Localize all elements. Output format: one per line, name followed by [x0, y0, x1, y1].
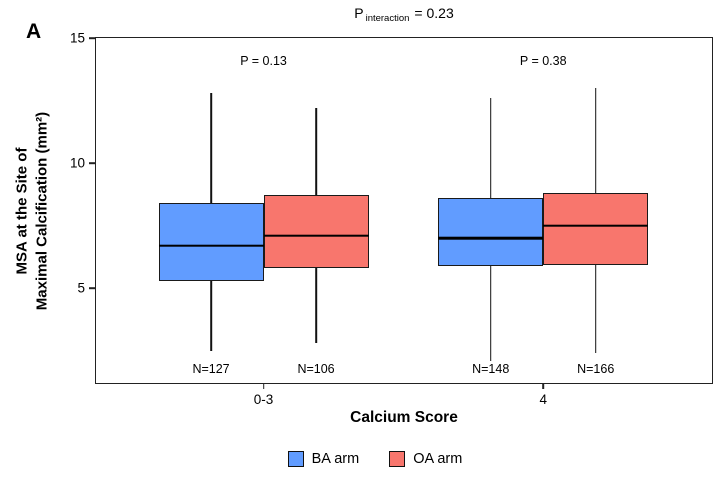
y-axis-title-line2: Maximal Calcification (mm²) [33, 111, 50, 310]
legend-item-ba-arm: BA arm [287, 451, 360, 467]
median-line [438, 236, 544, 240]
y-axis-tick [89, 287, 96, 289]
title-subscript: interaction [365, 13, 410, 24]
title-p: P [354, 5, 364, 21]
boxplot-ba-arm: N=148 [438, 38, 544, 383]
median-line [543, 224, 649, 227]
p-value-label: P = 0.13 [240, 54, 287, 68]
boxplot-oa-arm: N=166 [543, 38, 649, 383]
iqr-box [438, 198, 544, 266]
median-line [263, 234, 369, 237]
boxplot-group: N=127 N=106 P = 0.13 0-3 [158, 38, 369, 407]
title-value: = 0.23 [414, 5, 454, 21]
legend: BA arm OA arm [0, 451, 722, 467]
iqr-box [543, 193, 649, 266]
x-axis-category-label: 4 [539, 392, 547, 407]
n-count-label: N=148 [472, 362, 510, 376]
plot-area: 15 10 5 N=127 N=106 P = 0.13 0-3 N=148 N=166 P = … [70, 31, 713, 407]
y-axis-tick [89, 37, 96, 39]
iqr-box [263, 195, 369, 268]
legend-item-oa-arm: OA arm [389, 451, 462, 467]
boxplot-ba-arm: N=127 [158, 38, 264, 383]
n-count-label: N=106 [297, 362, 335, 376]
legend-swatch-oa-arm [389, 451, 406, 467]
n-count-label: N=127 [192, 362, 230, 376]
y-axis-tick-label: 15 [69, 30, 85, 46]
x-axis-category-label: 0-3 [253, 392, 274, 407]
boxplot-oa-arm: N=106 [263, 38, 369, 383]
legend-swatch-ba-arm [287, 451, 304, 467]
x-axis-tick [542, 383, 544, 389]
panel-label: A [26, 20, 42, 43]
y-axis-tick [89, 162, 96, 164]
legend-label-oa-arm: OA arm [413, 451, 463, 467]
x-axis-tick [262, 383, 265, 389]
median-line [158, 244, 264, 247]
y-axis-tick-label: 5 [77, 280, 85, 296]
y-axis-title-line1: MSA at the Site of [13, 147, 31, 274]
y-axis-tick-label: 10 [69, 155, 85, 171]
legend-label-ba-arm: BA arm [311, 451, 360, 467]
boxplot-group: N=148 N=166 P = 0.38 4 [438, 38, 649, 407]
n-count-label: N=166 [577, 362, 615, 376]
p-value-label: P = 0.38 [519, 54, 567, 68]
iqr-box [158, 203, 264, 281]
y-axis-title: MSA at the Site of Maximal Calcification… [0, 37, 64, 384]
x-axis-title: Calcium Score [350, 409, 458, 426]
